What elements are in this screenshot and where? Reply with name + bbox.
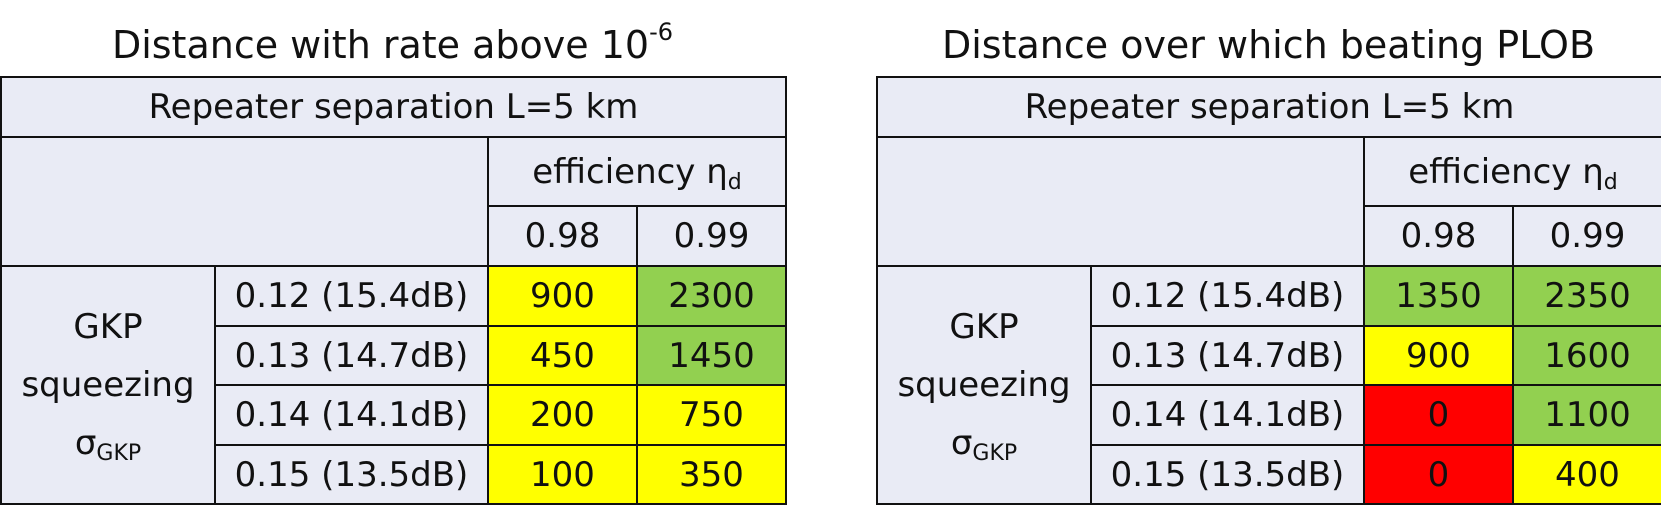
row-group-text: σ: [950, 423, 973, 463]
column-header: 0.98: [1363, 205, 1514, 267]
value-cell: 200: [487, 384, 638, 446]
column-group-cell: efficiency ηd: [1363, 136, 1661, 207]
table-title: Distance over which beating PLOB: [876, 0, 1661, 76]
row-group-text: squeezing: [897, 365, 1071, 405]
value-cell: 450: [487, 325, 638, 386]
row-label: 0.14 (14.1dB): [1090, 384, 1365, 446]
row-group-line: σGKP: [3, 414, 213, 472]
column-header: 0.99: [636, 205, 787, 267]
column-group-subscript: d: [727, 169, 742, 195]
value-cell: 900: [1363, 325, 1514, 386]
column-header: 0.99: [1512, 205, 1661, 267]
value-cell: 1450: [636, 325, 787, 386]
value-cell: 0: [1363, 384, 1514, 446]
row: Repeater separation L=5 km: [876, 76, 1661, 138]
row: efficiency ηd: [0, 136, 787, 267]
row: 0.13 (14.7dB) 450 1450: [1, 325, 787, 386]
column-header: 0.98: [487, 205, 638, 267]
row-group-text: GKP: [949, 307, 1019, 347]
row-label: 0.15 (13.5dB): [214, 444, 489, 505]
row-group-text: GKP: [73, 307, 143, 347]
column-group-subscript: d: [1603, 169, 1618, 195]
row-label: 0.14 (14.1dB): [214, 384, 489, 446]
row: 0.98 0.99: [877, 205, 1661, 267]
value-cell: 2300: [636, 265, 787, 327]
value-cell: 100: [487, 444, 638, 505]
row-group-cell: GKP squeezing σGKP: [0, 265, 216, 505]
row: 0.14 (14.1dB) 0 1100: [877, 384, 1661, 446]
table-title: Distance with rate above 10-6: [0, 0, 785, 76]
table-body: Repeater separation L=5 km efficiency ηd 0…: [0, 76, 787, 505]
value-cell: 400: [1512, 444, 1661, 505]
value-cell: 350: [636, 444, 787, 505]
table-body: Repeater separation L=5 km efficiency ηd 0…: [876, 76, 1661, 505]
value-cell: 0: [1363, 444, 1514, 505]
row-group-line: σGKP: [879, 414, 1089, 472]
corner-cell: [0, 136, 489, 267]
row-label: 0.13 (14.7dB): [214, 325, 489, 386]
column-group-text: efficiency η: [532, 151, 728, 192]
header-cell: Repeater separation L=5 km: [876, 76, 1661, 138]
row-label: 0.13 (14.7dB): [1090, 325, 1365, 386]
row: 0.15 (13.5dB) 100 350: [1, 444, 787, 505]
value-cell: 750: [636, 384, 787, 446]
table-block: Distance with rate above 10-6 Repeater se…: [0, 0, 787, 505]
corner-cell: [876, 136, 1365, 267]
value-cell: 1100: [1512, 384, 1661, 446]
header-cell: Repeater separation L=5 km: [0, 76, 787, 138]
value-cell: 900: [487, 265, 638, 327]
row: GKP squeezing σGKP 0.12 (15.4dB) 900 2300: [0, 265, 787, 505]
row-group-subscript: GKP: [96, 441, 142, 466]
row-group-subscript: GKP: [972, 441, 1018, 466]
column-group-cell: efficiency ηd: [487, 136, 787, 207]
row: GKP squeezing σGKP 0.12 (15.4dB) 1350 2350: [876, 265, 1661, 505]
value-cell: 1600: [1512, 325, 1661, 386]
row: 0.13 (14.7dB) 900 1600: [877, 325, 1661, 386]
row-group-text: squeezing: [21, 365, 195, 405]
title-text: Distance with rate above 10: [111, 23, 650, 67]
title-superscript: -6: [649, 18, 674, 46]
row: efficiency ηd: [876, 136, 1661, 267]
row-group-line: squeezing: [3, 356, 213, 414]
row-label: 0.12 (15.4dB): [1090, 265, 1365, 327]
row-group-cell: GKP squeezing σGKP: [876, 265, 1092, 505]
value-cell: 1350: [1363, 265, 1514, 327]
table: Repeater separation L=5 km efficiency ηd 0…: [876, 76, 1661, 505]
row-label: 0.12 (15.4dB): [214, 265, 489, 327]
value-cell: 2350: [1512, 265, 1661, 327]
row-group-line: squeezing: [879, 356, 1089, 414]
table-block: Distance over which beating PLOB Repeater…: [876, 0, 1661, 505]
row-label: 0.15 (13.5dB): [1090, 444, 1365, 505]
table: Repeater separation L=5 km efficiency ηd 0…: [0, 76, 787, 505]
row: 0.98 0.99: [1, 205, 787, 267]
row: 0.15 (13.5dB) 0 400: [877, 444, 1661, 505]
title-text: Distance over which beating PLOB: [941, 23, 1596, 67]
column-group-text: efficiency η: [1408, 151, 1604, 192]
row-group-line: GKP: [3, 298, 213, 356]
row-group-line: GKP: [879, 298, 1089, 356]
row: 0.14 (14.1dB) 200 750: [1, 384, 787, 446]
row: Repeater separation L=5 km: [0, 76, 787, 138]
row-group-text: σ: [74, 423, 97, 463]
